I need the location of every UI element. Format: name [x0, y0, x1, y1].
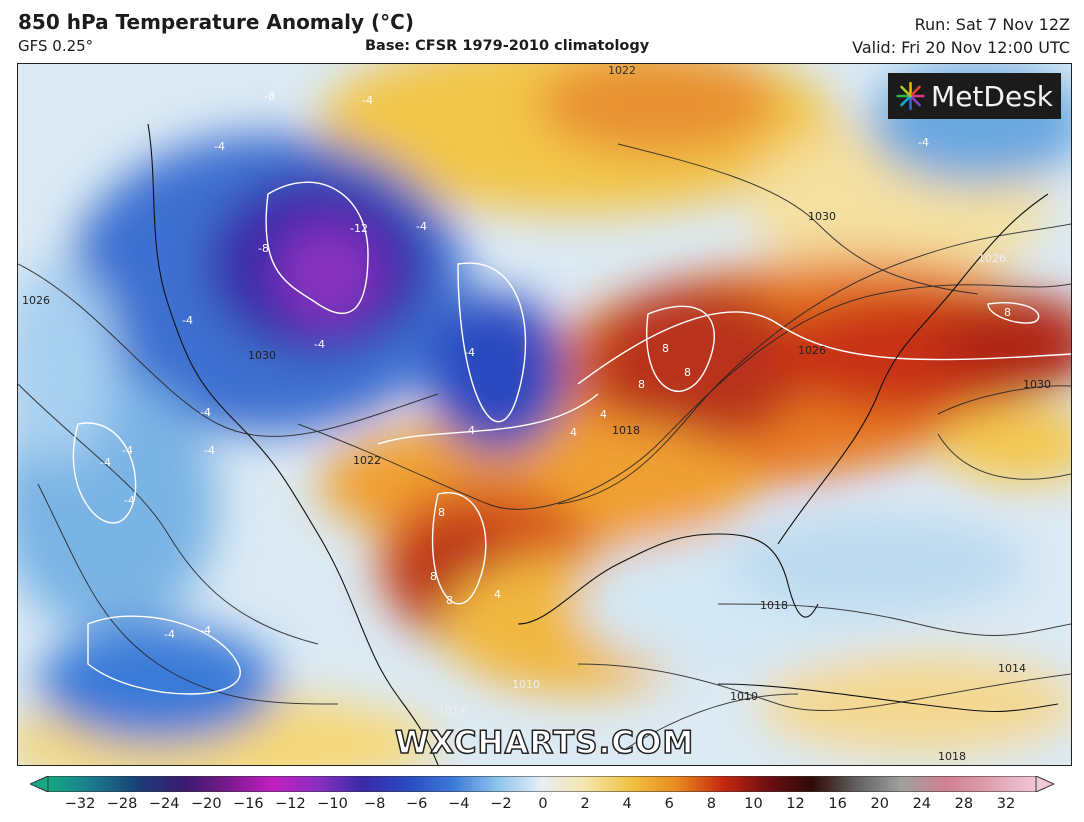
anomaly-label: 4 — [468, 424, 475, 437]
colorbar-tick-label: −20 — [190, 796, 222, 812]
anomaly-label: -4 — [214, 140, 225, 153]
anomaly-label: -8 — [264, 90, 275, 103]
colorbar-gradient — [47, 776, 1037, 792]
colorbar-tick-label: −4 — [448, 796, 470, 812]
anomaly-label: 8 — [684, 366, 691, 379]
colorbar-min-arrow — [30, 776, 49, 792]
isobar-label: 1026 — [22, 294, 50, 307]
colorbar-tick-label: −32 — [64, 796, 96, 812]
isobar-label: 1014 — [998, 662, 1026, 675]
isobar-label: 1030 — [808, 210, 836, 223]
colorbar-tick-label: 12 — [786, 796, 805, 812]
colorbar-tick-label: −8 — [363, 796, 386, 812]
colorbar-tick-label: 10 — [744, 796, 763, 812]
isobar-label: 1010 — [512, 678, 540, 691]
valid-time-label: Valid: Fri 20 Nov 12:00 UTC — [852, 38, 1070, 57]
colorbar-tick-label: −2 — [490, 796, 512, 812]
anomaly-label: -4 — [200, 406, 211, 419]
isobar-label: 1010 — [730, 690, 758, 703]
colorbar-tick-label: −6 — [406, 796, 428, 812]
anomaly-label: -4 — [200, 624, 211, 637]
anomaly-label: -4 — [464, 346, 475, 359]
colorbar-tick-label: −12 — [275, 796, 306, 812]
anomaly-label: 4 — [600, 408, 607, 421]
logo-text: MetDesk — [931, 79, 1053, 113]
model-label: GFS 0.25° — [18, 37, 94, 55]
colorbar-tick-label: 20 — [870, 796, 889, 812]
isobar-label: 1030 — [248, 349, 276, 362]
isobar-label: 1018 — [938, 750, 966, 763]
colorbar-max-arrow — [1035, 776, 1054, 792]
anomaly-label: -8 — [258, 242, 269, 255]
anomaly-label: 8 — [662, 342, 669, 355]
colorbar-tick-label: 28 — [954, 796, 974, 812]
isobar-label: 1014 — [438, 704, 466, 717]
isobar-label: 1018 — [612, 424, 640, 437]
anomaly-label: -4 — [182, 314, 193, 327]
isobar-label: 1030 — [1023, 378, 1051, 391]
watermark: WXCHARTS.COM — [394, 724, 695, 762]
anomaly-label: -4 — [204, 444, 215, 457]
isobar-label: 1026 — [978, 252, 1006, 265]
anomaly-label: 8 — [446, 594, 453, 607]
colorbar — [30, 776, 1054, 792]
anomaly-label: 4 — [494, 588, 501, 601]
isobar-label: 1022 — [608, 64, 636, 77]
isobar-label: 1022 — [353, 454, 381, 467]
isobar-label: 1018 — [760, 599, 788, 612]
colorbar-tick-label: 4 — [622, 796, 632, 812]
anomaly-label: -4 — [164, 628, 175, 641]
anomaly-label: -4 — [314, 338, 325, 351]
anomaly-map[interactable]: 1022 1030 1026 1026 1026 1030 1030 1022 … — [17, 63, 1072, 766]
colorbar-tick-label: 8 — [706, 796, 716, 812]
colorbar-tick-label: −28 — [106, 796, 138, 812]
metdesk-starburst-icon — [896, 81, 925, 111]
colorbar-tick-label: −24 — [148, 796, 180, 812]
anomaly-label: -4 — [100, 456, 111, 469]
run-time-label: Run: Sat 7 Nov 12Z — [914, 15, 1070, 34]
anomaly-label: 8 — [438, 506, 445, 519]
anomaly-label: 8 — [430, 570, 437, 583]
anomaly-label: 8 — [638, 378, 645, 391]
base-climatology-label: Base: CFSR 1979-2010 climatology — [365, 38, 650, 54]
anomaly-label: -4 — [918, 136, 929, 149]
isobar-label: 1026 — [798, 344, 826, 357]
colorbar-tick-label: −16 — [233, 796, 264, 812]
anomaly-label: -4 — [362, 94, 373, 107]
anomaly-label: -4 — [416, 220, 427, 233]
chart-title: 850 hPa Temperature Anomaly (°C) — [18, 10, 414, 34]
colorbar-tick-label: 32 — [996, 796, 1016, 812]
colorbar-tick-label: 2 — [580, 796, 590, 812]
anomaly-label: 8 — [1004, 306, 1011, 319]
colorbar-tick-label: 24 — [912, 796, 932, 812]
anomaly-label: 4 — [570, 426, 577, 439]
colorbar-tick-label: 6 — [664, 796, 674, 812]
colorbar-ticks: −32 −28 −24 −20 −16 −12 −10 −8 −6 −4 −2 0 2 4 6 8 10 12 16… — [0, 796, 1084, 816]
anomaly-label: -12 — [350, 222, 368, 235]
colorbar-tick-label: 0 — [538, 796, 548, 812]
metdesk-logo: MetDesk — [888, 73, 1061, 119]
colorbar-tick-label: 16 — [828, 796, 847, 812]
colorbar-tick-label: −10 — [317, 796, 348, 812]
anomaly-label: -4 — [122, 444, 133, 457]
anomaly-label: -4 — [124, 494, 135, 507]
